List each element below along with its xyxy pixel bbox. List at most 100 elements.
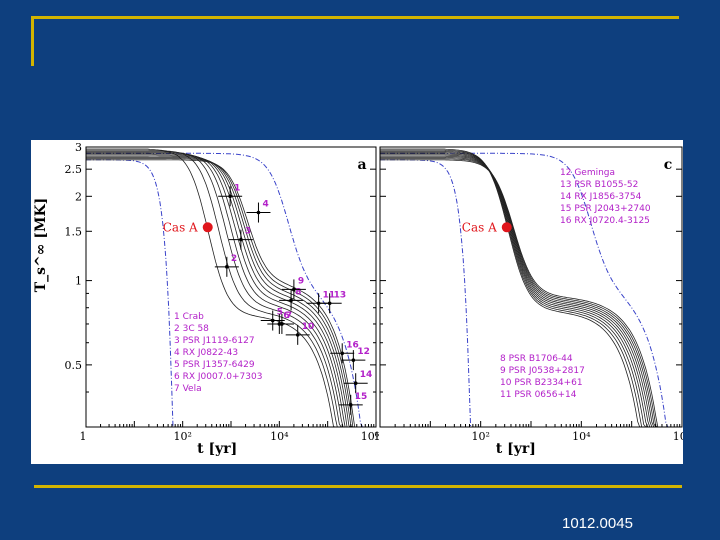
legend-entry: 9 PSR J0538+2817 bbox=[500, 366, 585, 376]
casa-marker bbox=[202, 222, 213, 233]
dashed-slow-curve bbox=[86, 152, 363, 428]
y-tick-label: 1.5 bbox=[65, 225, 83, 238]
y-tick-label: 1 bbox=[75, 275, 82, 288]
slide-number: 1012.0045 bbox=[562, 515, 633, 532]
cooling-curve bbox=[380, 159, 659, 428]
casa-label: Cas A bbox=[462, 220, 497, 234]
x-tick-label: 10⁴ bbox=[572, 430, 591, 443]
legend-entry: 3 PSR J1119-6127 bbox=[174, 336, 255, 346]
x-tick-label: 10² bbox=[173, 430, 191, 443]
cooling-curve bbox=[86, 153, 346, 428]
source-marker bbox=[295, 333, 300, 337]
legend-entry: 6 RX J0007.0+7303 bbox=[174, 372, 262, 382]
source-number-label: 9 bbox=[298, 276, 304, 286]
source-number-label: 10 bbox=[302, 322, 315, 332]
source-number-label: 6 bbox=[283, 311, 289, 321]
source-number-label: 8 bbox=[295, 287, 301, 297]
source-number-label: 3 bbox=[245, 227, 251, 237]
source-number-label: 1 bbox=[234, 183, 240, 193]
x-tick-label: 10² bbox=[471, 430, 489, 443]
source-number-label: 2 bbox=[231, 254, 237, 264]
left-accent-bar bbox=[31, 16, 34, 66]
x-axis-label: t [yr] bbox=[496, 441, 536, 457]
legend-entry: 1 Crab bbox=[174, 312, 204, 322]
legend-entry: 14 RX J1856-3754 bbox=[560, 192, 642, 202]
source-marker bbox=[292, 287, 296, 292]
legend-entry: 8 PSR B1706-44 bbox=[500, 354, 573, 364]
figure-panel: Cas A 1 4 3 2 8 9 11 13 5 6 7 10 12 16 14 15 1 Crab 2 3C 5… bbox=[31, 140, 692, 464]
legend-entry: 13 PSR B1055-52 bbox=[560, 180, 638, 190]
cooling-curve bbox=[380, 151, 647, 428]
source-marker bbox=[348, 403, 353, 407]
legend-entry: 10 PSR B2334+61 bbox=[500, 378, 583, 388]
source-marker bbox=[351, 358, 356, 362]
y-tick-label: 3 bbox=[75, 141, 82, 154]
x-tick-label: 10⁶ bbox=[673, 430, 683, 443]
panel-letter: c bbox=[664, 157, 673, 173]
legend-entry: 5 PSR J1357-6429 bbox=[174, 360, 255, 370]
dashed-fast-curve bbox=[380, 159, 472, 428]
legend-entry: 16 RX J0720.4-3125 bbox=[560, 216, 650, 226]
top-accent-bar bbox=[31, 16, 679, 19]
cooling-curve bbox=[86, 149, 338, 428]
cooling-curve bbox=[380, 148, 641, 428]
panel-a-legend: 1 Crab 2 3C 58 3 PSR J1119-6127 4 RX J0822-… bbox=[174, 312, 262, 394]
source-number-label: 5 bbox=[277, 308, 283, 318]
x-tick-label: 10⁶ bbox=[361, 430, 380, 443]
cooling-curve bbox=[86, 148, 336, 428]
source-marker bbox=[353, 381, 358, 386]
source-number-label: 4 bbox=[262, 200, 268, 210]
panel-c-axes: 1 10² 10⁴ 10⁶ t [yr] c bbox=[374, 146, 692, 457]
source-number-label: 13 bbox=[334, 290, 347, 300]
cooling-curve bbox=[380, 156, 657, 428]
cooling-curve bbox=[86, 151, 342, 428]
y-tick-label: 2 bbox=[75, 190, 82, 203]
legend-entry: 11 PSR 0656+14 bbox=[500, 390, 577, 400]
source-marker bbox=[340, 351, 345, 356]
cooling-curve bbox=[380, 149, 643, 428]
cooling-curve bbox=[380, 152, 649, 428]
legend-entry: 4 RX J0822-43 bbox=[174, 348, 238, 358]
cooling-curve bbox=[86, 152, 344, 428]
cooling-curve bbox=[86, 158, 355, 428]
panel-a-frame bbox=[85, 146, 377, 428]
x-tick-label: 1 bbox=[80, 430, 87, 443]
source-marker bbox=[225, 265, 229, 269]
x-tick-label: 1 bbox=[374, 430, 381, 443]
source-marker bbox=[256, 210, 261, 215]
panel-a-curves: Cas A bbox=[86, 148, 363, 428]
panel-letter: a bbox=[357, 157, 366, 173]
source-marker bbox=[239, 237, 243, 242]
panel-c-curves: Cas A bbox=[380, 148, 669, 428]
cooling-curve bbox=[380, 153, 651, 428]
source-number-label: 15 bbox=[355, 392, 368, 402]
y-tick-label: 2.5 bbox=[65, 163, 83, 176]
source-marker bbox=[228, 194, 232, 199]
legend-entry: 7 Vela bbox=[174, 384, 202, 394]
source-number-label: 7 bbox=[286, 311, 292, 321]
legend-entry: 12 Geminga bbox=[560, 168, 615, 178]
source-number-label: 14 bbox=[360, 370, 373, 380]
legend-entry: 15 PSR J2043+2740 bbox=[560, 204, 651, 214]
source-number-label: 16 bbox=[346, 340, 359, 350]
y-axis-label: T_s^∞ [MK] bbox=[33, 198, 49, 292]
source-number-label: 12 bbox=[357, 347, 370, 357]
source-marker bbox=[327, 301, 332, 306]
cooling-curve bbox=[86, 159, 356, 428]
cooling-curve bbox=[86, 155, 352, 428]
dashed-slow-curve bbox=[380, 152, 669, 428]
dashed-fast-curve bbox=[86, 159, 174, 428]
casa-label: Cas A bbox=[163, 220, 198, 234]
source-marker bbox=[289, 298, 293, 303]
cooling-curve bbox=[380, 154, 653, 428]
cooling-curve bbox=[380, 155, 655, 428]
cooling-curve bbox=[86, 154, 349, 428]
source-number-label: 11 bbox=[323, 290, 336, 300]
source-marker bbox=[270, 318, 275, 323]
panel-a-axes: 1 10² 10⁴ 10⁶ 0.5 1 1.5 2 2.5 3 t [yr] a bbox=[65, 141, 380, 457]
cooling-curve bbox=[86, 156, 354, 428]
source-marker bbox=[280, 322, 284, 326]
legend-entry: 2 3C 58 bbox=[174, 324, 209, 334]
